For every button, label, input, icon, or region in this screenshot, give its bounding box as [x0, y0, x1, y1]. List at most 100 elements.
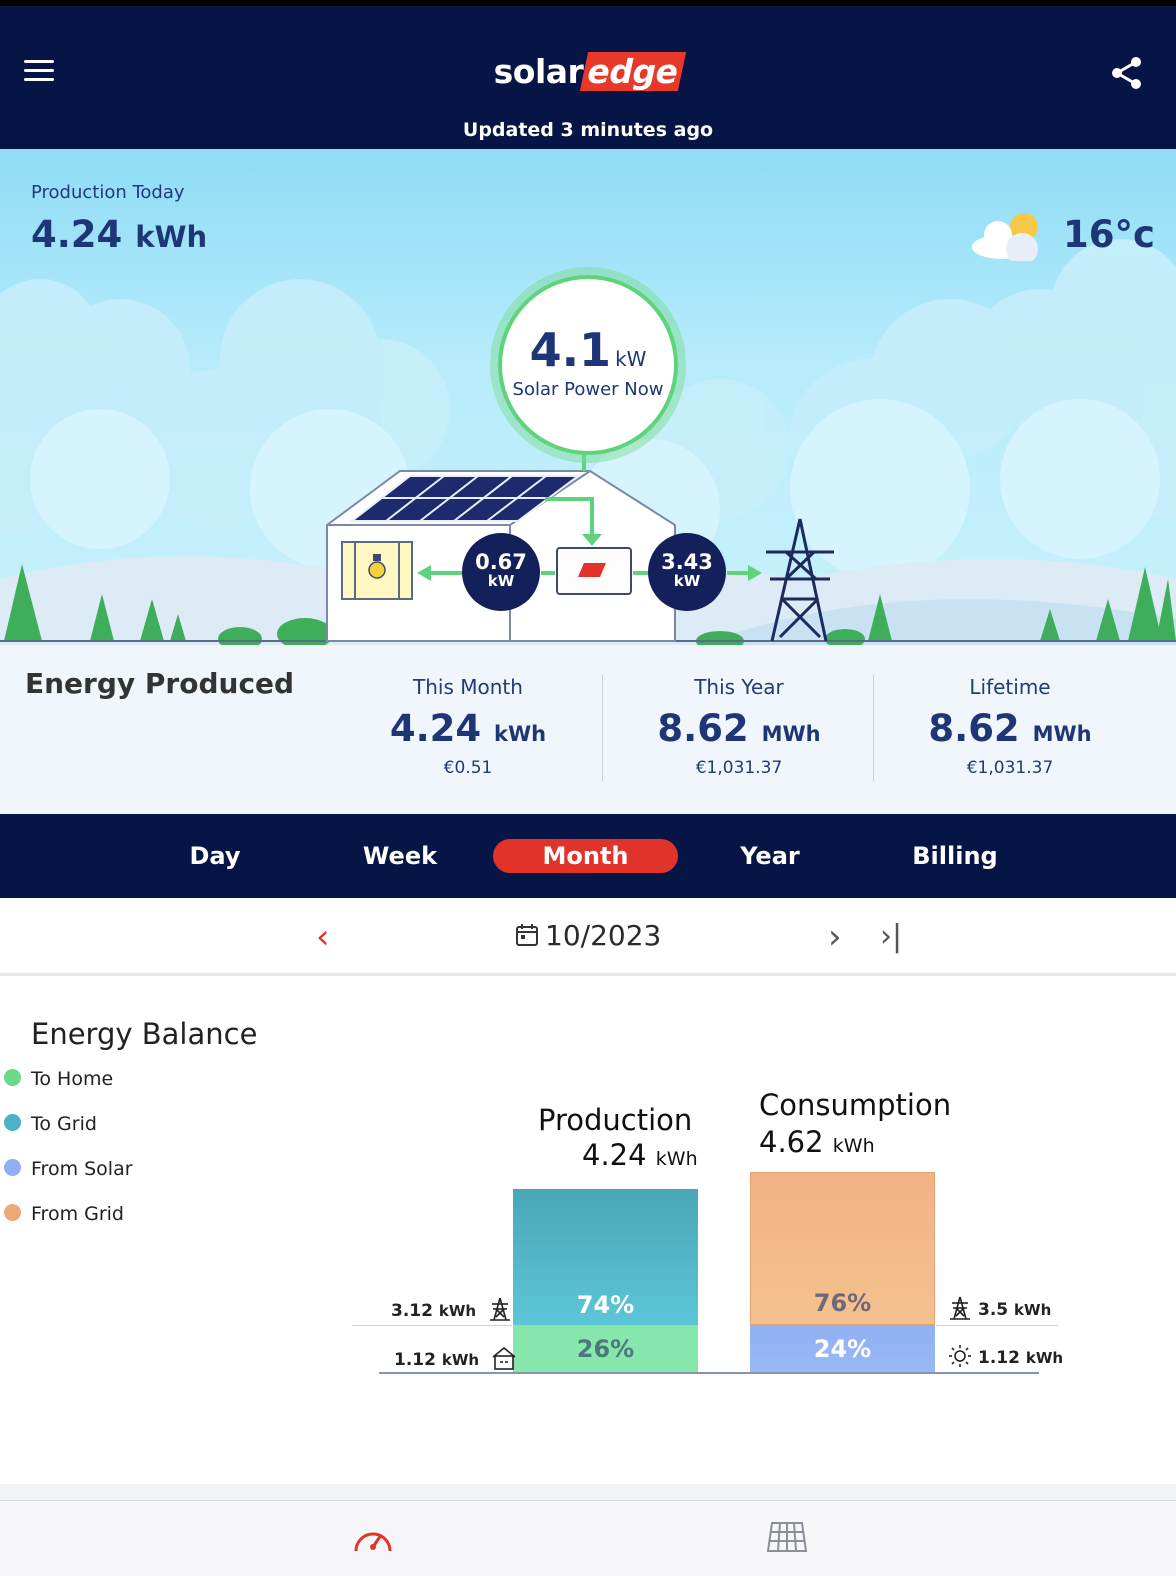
tab-day[interactable]: Day: [189, 842, 241, 870]
temperature: 16°c: [1063, 213, 1155, 256]
stat-value: 8.62: [928, 707, 1020, 750]
sun-icon: [949, 1345, 971, 1367]
to-grid-kwh-unit: kWh: [438, 1302, 477, 1320]
tab-week[interactable]: Week: [362, 842, 438, 870]
production-bar-title: Production: [538, 1103, 693, 1137]
production-total-unit: kWh: [655, 1148, 698, 1170]
stat-money: €0.51: [443, 758, 493, 778]
production-total: 4.24 kWh: [582, 1138, 698, 1172]
partly-cloudy-icon: [972, 213, 1038, 261]
grid-flow-badge: 3.43 kW: [648, 533, 726, 611]
current-date: 10/2023: [545, 919, 662, 952]
period-tabs: Day Week Month Year Billing: [0, 814, 1176, 898]
share-icon[interactable]: [1110, 56, 1144, 90]
legend-from-grid: From Grid: [4, 1203, 124, 1225]
solar-power-label: Solar Power Now: [512, 379, 664, 400]
next-period-button[interactable]: ›: [828, 917, 842, 957]
production-to-home-segment[interactable]: 26%: [513, 1325, 698, 1373]
dashboard-gauge-icon[interactable]: [352, 1521, 394, 1555]
tab-year[interactable]: Year: [740, 842, 800, 870]
production-to-home-kwh: 1.12 kWh: [394, 1345, 517, 1371]
solar-power-value: 4.1: [529, 323, 612, 377]
grid-tower-icon: [950, 1296, 970, 1320]
stat-unit: kWh: [494, 722, 547, 746]
date-picker[interactable]: 10/2023: [515, 919, 661, 952]
status-strip: [0, 0, 1176, 6]
divider: [873, 675, 874, 781]
chart-baseline: [379, 1372, 1039, 1374]
consumption-total: 4.62 kWh: [759, 1125, 875, 1159]
last-updated-text: Updated 3 minutes ago: [462, 119, 714, 141]
production-to-home-pct: 26%: [576, 1335, 635, 1363]
tab-month[interactable]: Month: [493, 839, 678, 873]
stat-money: €1,031.37: [695, 758, 783, 778]
production-to-grid-segment[interactable]: 74%: [513, 1189, 698, 1325]
legend-label: To Grid: [31, 1113, 97, 1135]
to-grid-kwh-value: 3.12: [391, 1301, 433, 1321]
solar-panel-layout-icon[interactable]: [766, 1521, 808, 1553]
from-grid-kwh-value: 3.5: [978, 1300, 1009, 1320]
date-navigator: ‹ 10/2023 › ›|: [0, 898, 1176, 976]
guide-line: [352, 1325, 512, 1326]
consumption-from-grid-pct: 76%: [813, 1289, 872, 1317]
legend-dot: [4, 1114, 21, 1131]
production-total-value: 4.24: [582, 1138, 647, 1172]
to-home-kwh-unit: kWh: [441, 1351, 480, 1369]
consumption-from-solar-segment[interactable]: 24%: [750, 1325, 935, 1373]
consumption-from-solar-kwh: 1.12 kWh: [948, 1344, 1063, 1368]
legend-dot: [4, 1069, 21, 1086]
previous-period-button[interactable]: ‹: [316, 917, 330, 957]
consumption-from-grid-kwh: 3.5 kWh: [948, 1296, 1051, 1320]
solar-power-unit: kW: [615, 347, 647, 371]
legend-to-home: To Home: [4, 1068, 113, 1090]
stat-label: Lifetime: [969, 675, 1051, 699]
consumption-from-grid-segment[interactable]: 76%: [750, 1172, 935, 1325]
last-period-button[interactable]: ›|: [880, 919, 903, 954]
legend-from-solar: From Solar: [4, 1158, 133, 1180]
energy-produced-panel: Energy Produced This Month 4.24 kWh €0.5…: [0, 645, 1176, 814]
landscape-illustration: [0, 239, 1176, 645]
hamburger-menu-icon[interactable]: [24, 60, 54, 86]
tab-billing[interactable]: Billing: [912, 842, 998, 870]
legend-to-grid: To Grid: [4, 1113, 97, 1135]
production-to-grid-kwh: 3.12 kWh: [391, 1297, 512, 1321]
production-today-unit: kWh: [135, 220, 208, 254]
stat-value: 4.24: [389, 707, 482, 750]
stat-money: €1,031.37: [966, 758, 1054, 778]
grid-tower-icon: [490, 1297, 510, 1321]
logo-text-edge: edge: [580, 52, 687, 91]
home-flow-badge: 0.67 kW: [462, 533, 540, 611]
calendar-icon: [516, 924, 538, 946]
stat-value: 8.62: [657, 707, 749, 750]
production-to-grid-pct: 74%: [576, 1291, 635, 1319]
legend-dot: [4, 1159, 21, 1176]
to-home-kwh-value: 1.12: [394, 1350, 436, 1370]
legend-dot: [4, 1204, 21, 1221]
home-flow-value: 0.67: [475, 550, 527, 574]
solaredge-logo: solaredge: [0, 52, 1176, 91]
legend-label: To Home: [31, 1068, 114, 1090]
legend-label: From Grid: [31, 1203, 124, 1225]
solar-power-now-gauge[interactable]: 4.1 kW Solar Power Now: [490, 267, 686, 463]
home-flow-unit: kW: [487, 572, 515, 590]
bottom-navigation: [0, 1500, 1176, 1576]
guide-line: [936, 1325, 1058, 1326]
consumption-total-unit: kWh: [832, 1135, 875, 1157]
stat-unit: MWh: [761, 722, 821, 746]
energy-produced-title: Energy Produced: [25, 667, 295, 700]
production-today-number: 4.24: [31, 213, 123, 256]
production-today-label: Production Today: [31, 182, 185, 203]
power-pylon: [766, 518, 834, 642]
home-icon: [492, 1346, 516, 1370]
site-overview-hero: Production Today 4.24 kWh 16°c 4.1 kW Sol…: [0, 149, 1176, 645]
bottom-spacer: [0, 1484, 1176, 1500]
legend-label: From Solar: [31, 1158, 133, 1180]
energy-balance-title: Energy Balance: [31, 1017, 258, 1051]
stat-unit: MWh: [1032, 722, 1092, 746]
from-grid-kwh-unit: kWh: [1014, 1301, 1052, 1319]
stat-lifetime: Lifetime 8.62 MWh €1,031.37: [875, 675, 1145, 778]
grid-flow-value: 3.43: [661, 550, 713, 574]
consumption-from-solar-pct: 24%: [813, 1335, 872, 1363]
logo-text-solar: solar: [493, 52, 584, 91]
from-solar-kwh-value: 1.12: [978, 1348, 1020, 1368]
